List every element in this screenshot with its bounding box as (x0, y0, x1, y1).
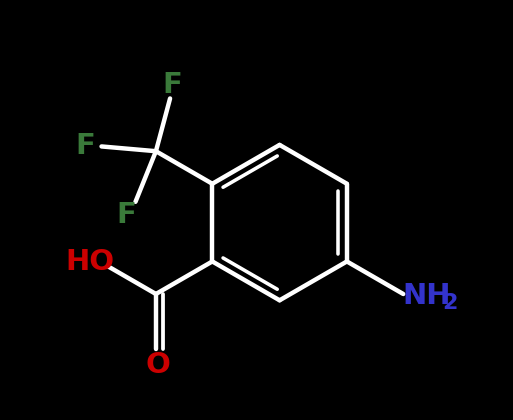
Text: O: O (146, 351, 170, 378)
Text: HO: HO (65, 249, 114, 276)
Text: F: F (162, 71, 182, 99)
Text: F: F (75, 131, 95, 160)
Text: F: F (116, 201, 136, 229)
Text: NH: NH (402, 282, 450, 310)
Text: 2: 2 (443, 293, 458, 313)
